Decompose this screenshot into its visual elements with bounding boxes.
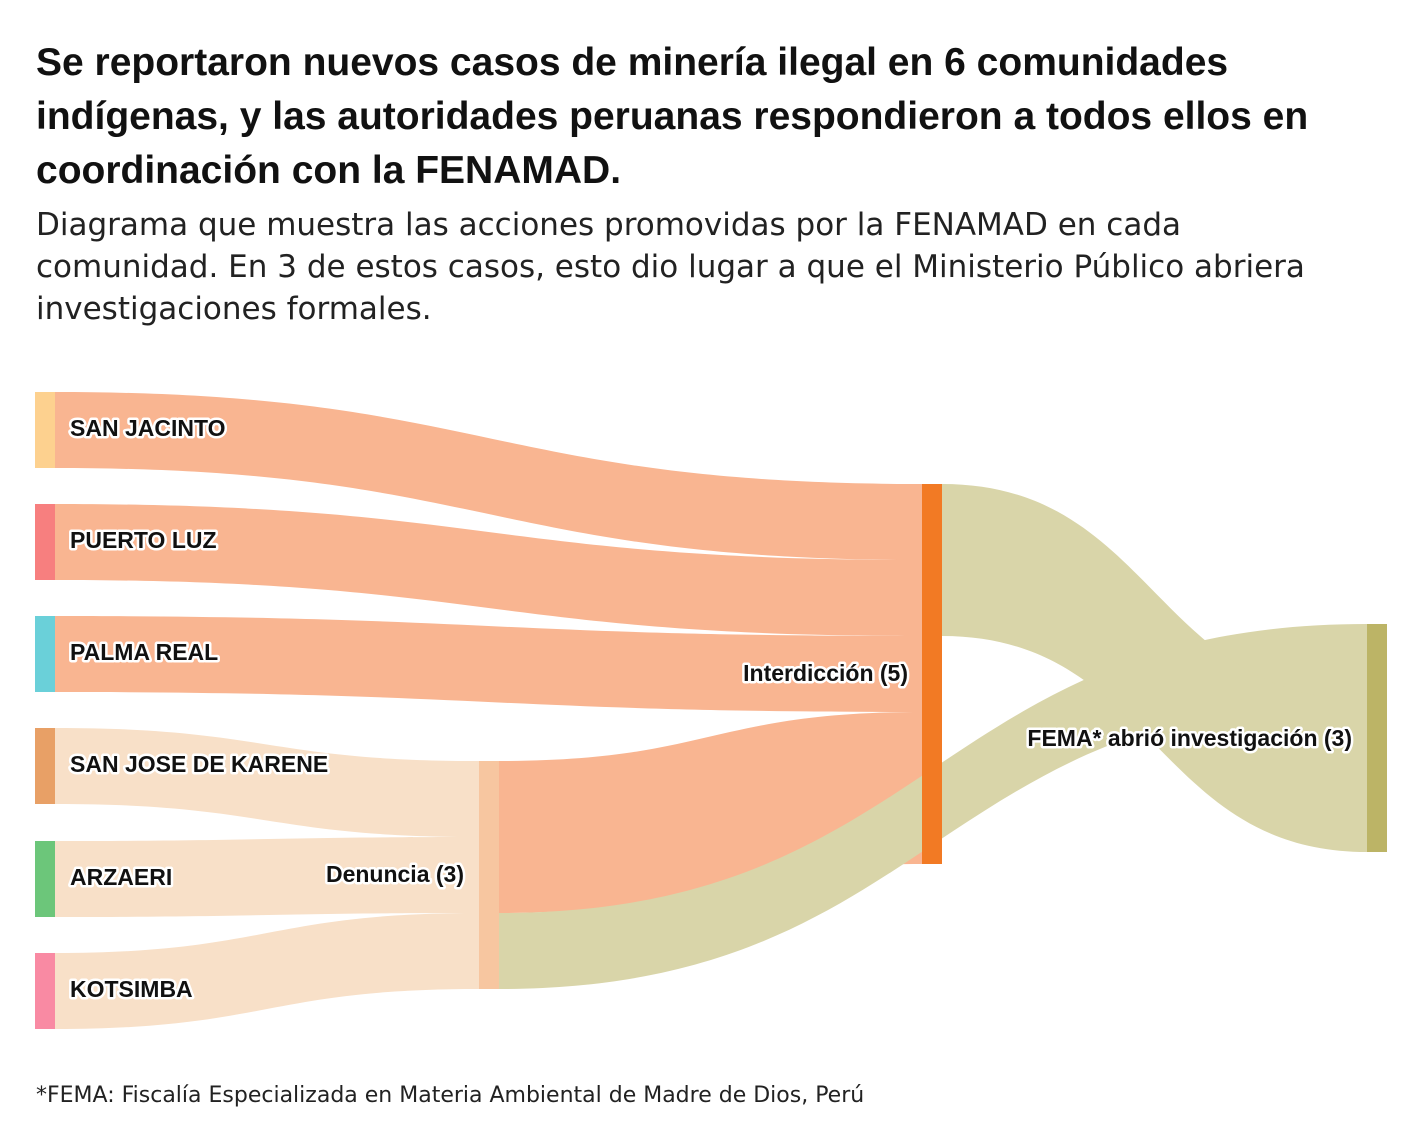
node-denuncia (479, 761, 499, 989)
flow-puerto_luz-to-interdiccion (55, 504, 922, 636)
node-palma-real (35, 616, 55, 692)
flow-interdiccion-to-fema (942, 484, 1367, 852)
node-label-fema: FEMA* abrió investigación (3) (1027, 725, 1352, 751)
node-label-san-jacinto: SAN JACINTO (70, 415, 226, 441)
node-label-san-jose: SAN JOSE DE KARENE (70, 751, 328, 777)
flow-san_jacinto-to-interdiccion (55, 392, 922, 560)
node-san-jacinto (35, 392, 55, 468)
flow-arzaeri-to-denuncia (55, 837, 479, 917)
node-kotsimba (35, 953, 55, 1029)
node-label-interdiccion: Interdicción (5) (743, 660, 908, 686)
node-label-puerto-luz: PUERTO LUZ (70, 527, 217, 553)
footnote: *FEMA: Fiscalía Especializada en Materia… (36, 1083, 865, 1108)
node-interdiccion (922, 484, 942, 864)
node-label-kotsimba: KOTSIMBA (70, 976, 193, 1002)
node-labels: SAN JACINTO PUERTO LUZ PALMA REAL SAN JOSE … (68, 413, 1355, 1005)
flow-palma_real-to-interdiccion (55, 616, 922, 712)
node-label-arzaeri: ARZAERI (70, 864, 172, 890)
node-san-jose (35, 728, 55, 804)
flow-links (55, 392, 1367, 1029)
node-label-denuncia: Denuncia (3) (326, 861, 464, 887)
node-label-palma-real: PALMA REAL (70, 639, 218, 665)
node-puerto-luz (35, 504, 55, 580)
sankey-nodes (35, 392, 1387, 1029)
flow-san_jose-to-denuncia (55, 728, 479, 837)
node-fema (1367, 624, 1387, 852)
chart-title: Se reportaron nuevos casos de minería il… (36, 41, 1309, 192)
flow-kotsimba-to-denuncia (55, 913, 479, 1029)
node-arzaeri (35, 841, 55, 917)
chart-subtitle: Diagrama que muestra las acciones promov… (36, 207, 1305, 327)
